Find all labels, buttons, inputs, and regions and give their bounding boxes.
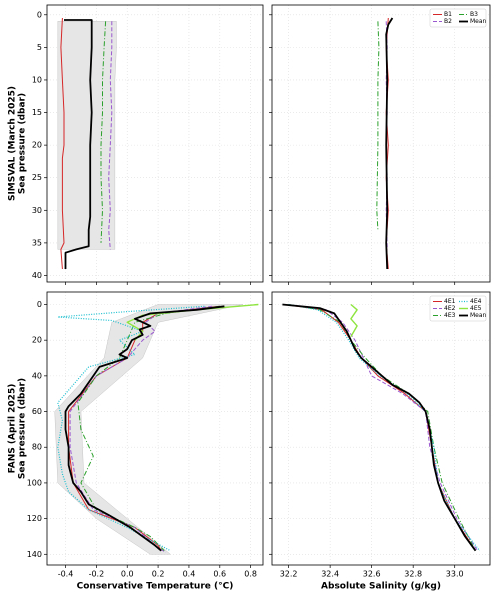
y-tick-label: 10 [32,75,42,84]
y-tick-label: 0 [37,300,42,309]
y-axis-label: Sea pressure (dbar) [18,93,28,194]
y-tick-label: 35 [32,238,42,247]
profile-line [77,305,220,552]
y-tick-label: 0 [37,10,42,19]
x-tick-label: 0.4 [183,570,196,579]
y-axis-label: SIMSVAL (March 2025) [8,86,18,201]
y-tick-label: 40 [32,271,42,280]
legend-label: Mean [470,312,487,319]
y-tick-label: 20 [32,336,42,345]
legend-label: Mean [470,18,487,25]
panel: 32.2 32.4 32.6 32.8 33.0 Absolute Salinity (g… [269,291,491,592]
legend-box [429,8,487,28]
profile-line [350,303,358,337]
legend-label: B3 [470,11,478,18]
panel: -0.4 -0.2 0.0 0.2 0.4 0.6 0.8 0 20 40 60 80 100 120 14… [8,291,264,592]
x-tick-label: 0.2 [152,570,165,579]
x-tick-label: 32.2 [280,570,298,579]
spread-area [57,21,117,250]
frame [271,4,491,283]
y-axis-label: FANS (April 2025) [8,384,18,474]
y-tick-label: 15 [32,108,42,117]
frame [46,291,264,566]
y-tick-label: 120 [27,514,42,523]
profile-line [100,21,107,243]
legend-label: 4E3 [444,312,456,319]
legend-box [429,295,487,322]
x-tick-label: 32.4 [321,570,339,579]
y-axis-label: Sea pressure (dbar) [18,378,28,479]
legend-label: 4E2 [444,305,456,312]
y-tick-label: 5 [37,43,42,52]
frame [271,291,491,566]
plot-area [272,292,490,565]
legend-label: B1 [444,11,452,18]
frame [46,4,264,283]
profile-line [60,17,65,270]
x-tick-label: -0.2 [89,570,105,579]
profile-line [108,21,113,250]
panel: 0 5 10 15 20 25 30 35 40 SIMSVAL (March 2025) Sea … [8,4,264,285]
plot-area [47,292,263,565]
profile-line [64,305,225,552]
x-tick-label: 32.6 [363,570,381,579]
x-tick-label: 33.0 [446,570,464,579]
legend-label: B2 [444,18,452,25]
plot-area [272,5,490,282]
x-axis-label: Conservative Temperature (°C) [77,582,234,592]
profile-line [64,19,93,269]
x-tick-label: 0.0 [121,570,134,579]
y-tick-label: 140 [27,550,42,559]
y-tick-label: 30 [32,206,42,215]
y-tick-label: 25 [32,173,42,182]
x-tick-label: -0.4 [58,570,74,579]
legend-label: 4E1 [444,298,456,305]
legend-label: 4E4 [470,298,482,305]
y-tick-label: 60 [32,407,42,416]
profile-line [57,305,205,552]
y-tick-label: 20 [32,141,42,150]
y-tick-label: 80 [32,443,42,452]
y-tick-label: 40 [32,371,42,380]
x-tick-label: 0.6 [213,570,226,579]
profile-line [376,21,380,230]
profile-line [385,17,394,270]
x-tick-label: 0.8 [244,570,257,579]
profile-line [282,303,477,552]
profile-line [288,304,476,551]
legend-label: 4E5 [470,305,482,312]
x-axis-label: Absolute Salinity (g/kg) [321,582,441,592]
y-tick-label: 100 [27,478,42,487]
x-tick-label: 32.8 [404,570,422,579]
